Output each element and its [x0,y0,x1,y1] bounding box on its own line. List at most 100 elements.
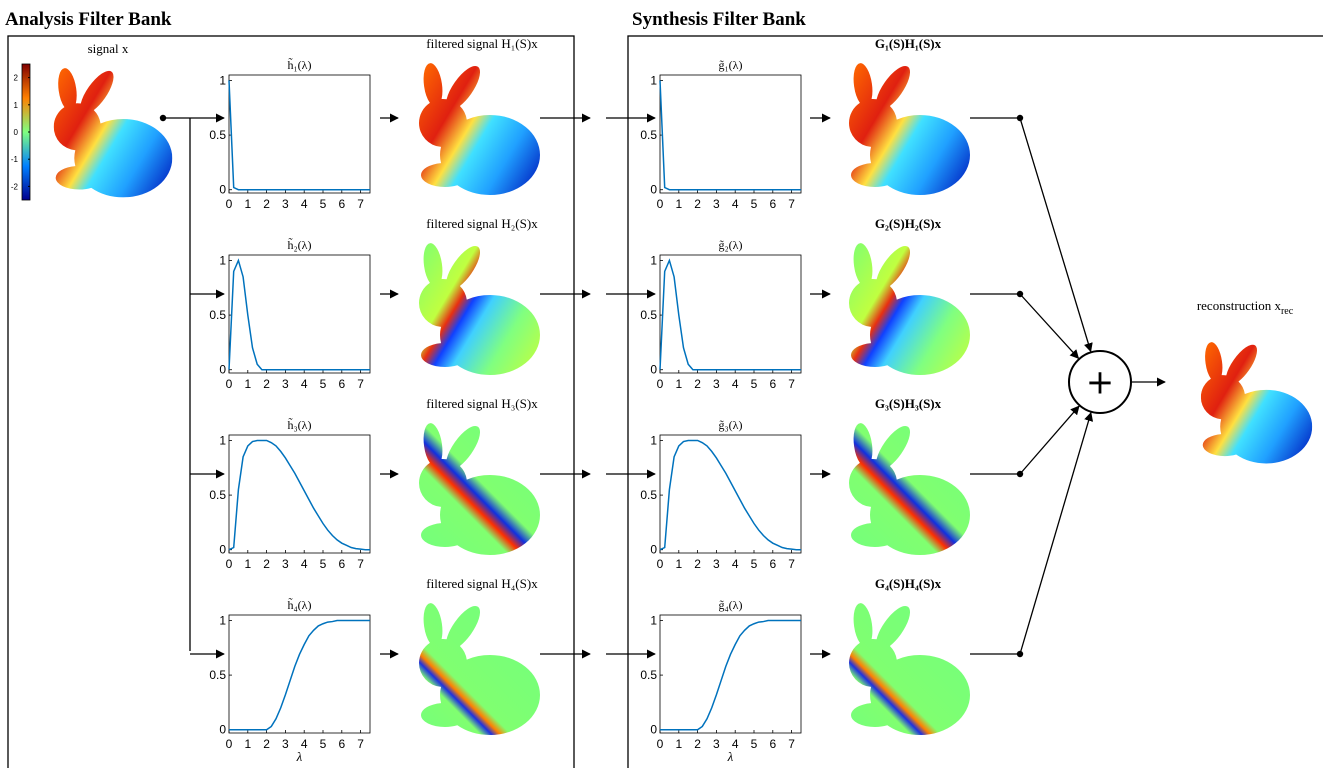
y-tick-label: 0 [650,363,657,377]
x-tick-label: 6 [338,377,345,391]
filter-label: h̃₂(λ) [288,237,312,252]
x-tick-label: 2 [263,197,270,211]
x-axis-label: λ [727,749,734,764]
plot-frame [660,255,801,373]
x-tick-label: 6 [769,377,776,391]
arrow [1020,406,1079,474]
x-tick-label: 5 [320,197,327,211]
filter-label: g̃₃(λ) [719,418,743,432]
y-tick-label: 1 [219,613,226,627]
bunny-image [405,603,545,743]
bunny-image [835,603,975,743]
colorbar-tick-label: -1 [11,155,19,164]
x-tick-label: 5 [751,197,758,211]
x-tick-label: 5 [751,737,758,751]
x-tick-label: 4 [301,557,308,571]
output-label-main: reconstruction x [1197,298,1282,313]
filter-label: g̃₂(λ) [719,238,743,252]
filtered-label: filtered signal H₃(S)x [426,396,538,411]
x-tick-label: 0 [657,197,664,211]
x-tick-label: 2 [694,197,701,211]
colorbar-tick-label: 0 [14,128,19,137]
y-tick-label: 1 [219,253,226,267]
bunny-surface [405,243,545,383]
x-tick-label: 4 [301,197,308,211]
x-tick-label: 3 [713,377,720,391]
bunny-image [835,423,975,563]
synthesis-title: Synthesis Filter Bank [632,9,806,30]
x-tick-label: 6 [338,197,345,211]
input-label: signal x [88,41,129,56]
plot-frame [229,615,370,733]
bunny-surface [40,68,177,205]
bunny-image [40,68,177,205]
x-tick-label: 6 [769,197,776,211]
bunny-surface [835,243,975,383]
x-tick-label: 0 [657,557,664,571]
filter-label: g̃₁(λ) [719,58,743,72]
x-tick-label: 3 [282,557,289,571]
bunny-image [405,63,545,203]
x-tick-label: 3 [713,737,720,751]
x-tick-label: 6 [769,557,776,571]
y-tick-label: 0.5 [209,308,226,322]
y-tick-label: 0.5 [640,488,657,502]
x-tick-label: 7 [357,557,364,571]
x-tick-label: 1 [675,737,682,751]
x-tick-label: 1 [244,197,251,211]
x-tick-label: 7 [357,737,364,751]
y-tick-label: 0 [219,723,226,737]
x-tick-label: 1 [244,377,251,391]
x-tick-label: 0 [226,377,233,391]
plot-frame [229,435,370,553]
x-tick-label: 3 [713,557,720,571]
x-tick-label: 1 [244,737,251,751]
x-tick-label: 0 [226,557,233,571]
output-label: reconstruction xrec [1197,298,1294,317]
x-tick-label: 7 [788,557,795,571]
synthesized-label: G₃(S)H₃(S)x [875,396,942,411]
x-tick-label: 1 [675,557,682,571]
output-label-sub: rec [1281,306,1294,317]
plot-frame [229,255,370,373]
bunny-surface [835,423,975,563]
filter-label: h̃₁(λ) [288,57,312,72]
x-tick-label: 4 [732,197,739,211]
bunny-surface [835,603,975,743]
arrow [1020,294,1078,358]
y-tick-label: 0 [219,543,226,557]
colorbar-tick-label: 1 [14,101,19,110]
x-tick-label: 2 [263,737,270,751]
x-tick-label: 3 [713,197,720,211]
y-tick-label: 1 [219,73,226,87]
x-tick-label: 6 [338,737,345,751]
filtered-label: filtered signal H₂(S)x [426,216,538,231]
bunny-image [405,243,545,383]
arrow [1020,413,1091,654]
y-tick-label: 1 [650,73,657,87]
x-tick-label: 0 [657,377,664,391]
x-tick-label: 1 [675,197,682,211]
sum-symbol: + [1086,363,1115,403]
y-tick-label: 1 [650,613,657,627]
filtered-label: filtered signal H₄(S)x [426,576,538,591]
plot-frame [229,75,370,193]
analysis-title: Analysis Filter Bank [5,9,172,30]
synthesized-label: G₁(S)H₁(S)x [875,36,942,51]
x-tick-label: 6 [769,737,776,751]
x-tick-label: 5 [320,377,327,391]
x-tick-label: 6 [338,557,345,571]
x-tick-label: 0 [226,197,233,211]
filtered-label: filtered signal H₁(S)x [426,36,538,51]
bunny-surface [1188,342,1317,471]
y-tick-label: 0 [650,543,657,557]
bunny-surface [405,603,545,743]
x-tick-label: 2 [263,377,270,391]
y-tick-label: 0 [219,363,226,377]
x-tick-label: 7 [788,737,795,751]
x-tick-label: 7 [357,377,364,391]
plot-frame [660,615,801,733]
y-tick-label: 0.5 [640,308,657,322]
bunny-image [835,243,975,383]
plot-frame [660,435,801,553]
